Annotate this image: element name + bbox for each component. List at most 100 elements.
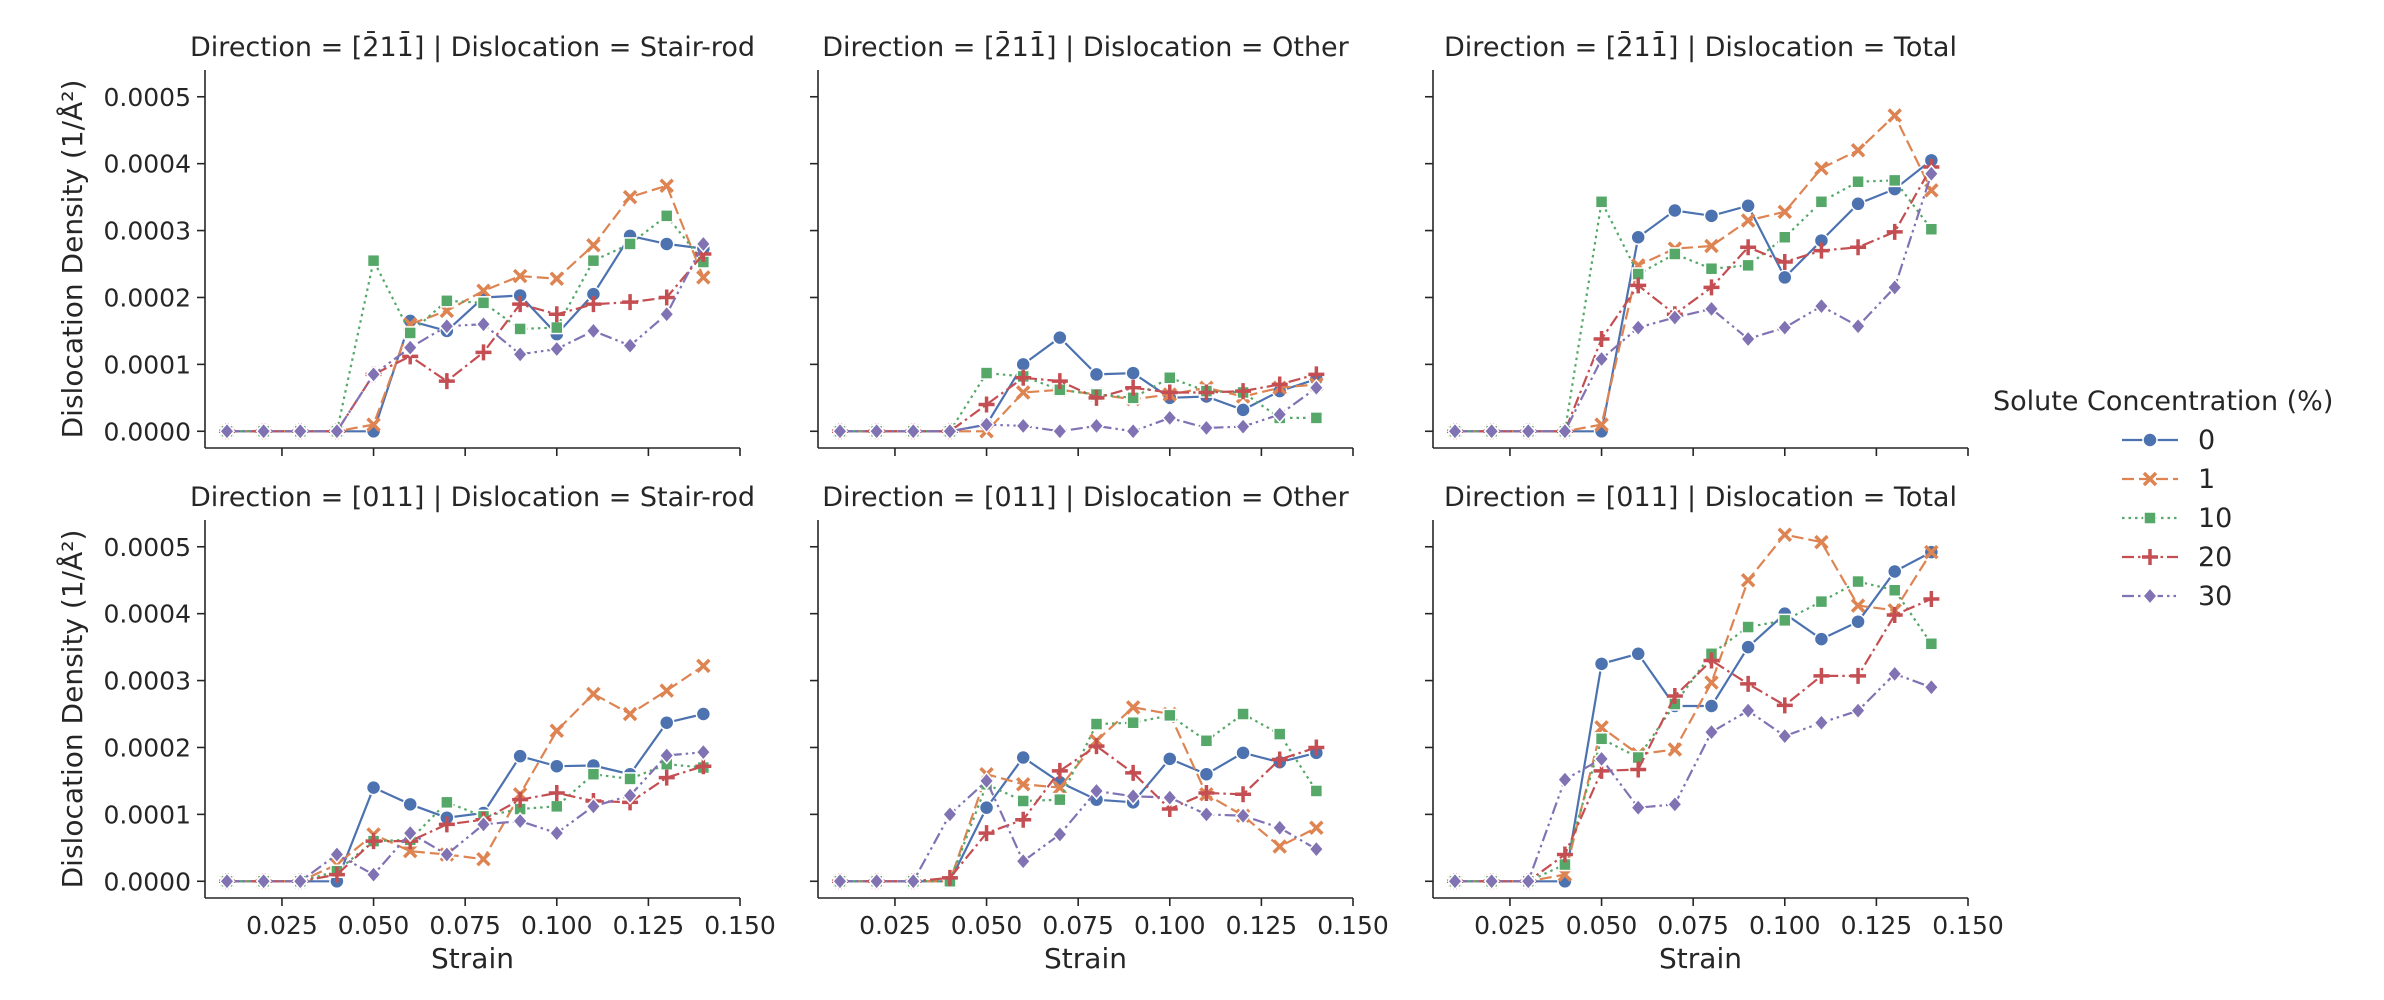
data-point: [1813, 242, 1830, 259]
data-point: [1161, 788, 1178, 807]
series-30: [831, 771, 1325, 891]
data-point: [1886, 664, 1903, 684]
data-point: [658, 746, 675, 765]
data-point: [979, 366, 994, 380]
series-1: [219, 178, 711, 439]
data-point: [1272, 839, 1287, 854]
data-point: [1556, 770, 1573, 789]
y-axis-label: Dislocation Density (1/Å²): [55, 80, 89, 439]
data-point: [1666, 795, 1683, 814]
data-point: [365, 833, 382, 850]
x-tick-label: 0.125: [1841, 911, 1913, 940]
x-tick-label: 0.100: [1134, 911, 1206, 940]
data-point: [1015, 811, 1032, 828]
chart-panel: Direction = [2̄11̄] | Dislocation = Tota…: [1425, 31, 1969, 456]
series-30: [831, 378, 1325, 441]
x-tick-label: 0.150: [1932, 911, 2004, 940]
data-point: [1051, 373, 1068, 390]
data-point: [1740, 198, 1756, 214]
data-point: [622, 706, 638, 722]
data-point: [1235, 786, 1252, 803]
chart-panel: Direction = [011] | Dislocation = Other 0…: [810, 482, 1389, 975]
y-tick-label: 0.0002: [104, 283, 191, 312]
series-line: [227, 664, 705, 883]
data-point: [1740, 239, 1757, 256]
data-point: [1887, 108, 1902, 123]
data-point: [1015, 356, 1031, 373]
legend-label: 10: [2198, 503, 2232, 534]
data-point: [1887, 173, 1902, 188]
data-point: [475, 815, 492, 834]
data-point: [1924, 637, 1939, 651]
data-point: [622, 294, 639, 311]
data-point: [365, 865, 382, 884]
series-1: [1447, 108, 1939, 439]
data-point: [1308, 840, 1325, 859]
data-point: [696, 270, 711, 285]
data-point: [1740, 213, 1756, 228]
series-line: [227, 234, 704, 433]
data-point: [1593, 656, 1610, 672]
data-point: [365, 779, 382, 796]
data-point: [549, 271, 565, 286]
legend-marker: [2142, 549, 2158, 565]
data-point: [1161, 408, 1178, 428]
data-point: [1052, 329, 1068, 346]
data-point: [1446, 422, 1463, 441]
data-point: [696, 658, 711, 674]
panel-title: Direction = [2̄11̄] | Dislocation = Stai…: [190, 31, 755, 63]
data-point: [328, 845, 345, 864]
chart-panel: Direction = [2̄11̄] | Dislocation = Stai…: [55, 31, 755, 456]
data-point: [218, 872, 235, 891]
data-point: [1814, 594, 1829, 609]
data-point: [1740, 572, 1756, 588]
data-point: [292, 422, 309, 441]
data-point: [1051, 825, 1068, 844]
legend-marker: [2142, 432, 2158, 448]
series-30: [1446, 164, 1940, 441]
data-point: [1051, 762, 1068, 779]
data-point: [1593, 749, 1610, 768]
legend-entry: 0: [2122, 425, 2215, 456]
data-point: [585, 296, 602, 313]
data-point: [978, 825, 995, 842]
data-point: [978, 415, 995, 434]
data-point: [622, 189, 638, 205]
series-30: [1446, 664, 1940, 891]
data-point: [1777, 269, 1793, 286]
data-point: [1161, 384, 1178, 401]
data-point: [366, 253, 381, 268]
data-point: [622, 786, 639, 805]
data-point: [1703, 652, 1720, 669]
data-point: [1923, 678, 1940, 697]
data-point: [1483, 872, 1500, 891]
data-point: [1163, 708, 1177, 723]
data-point: [550, 799, 564, 814]
y-tick-label: 0.0000: [104, 867, 191, 896]
data-point: [1813, 667, 1830, 684]
series-line: [1455, 173, 1933, 433]
chart-panel: Direction = [011] | Dislocation = Total 0…: [1425, 482, 2004, 975]
series-30: [218, 234, 712, 441]
data-point: [328, 866, 345, 883]
x-tick-label: 0.075: [1042, 911, 1114, 940]
y-axis-label: Dislocation Density (1/Å²): [55, 530, 89, 889]
panel-title: Direction = [011] | Dislocation = Total: [1444, 482, 1957, 513]
data-point: [218, 422, 235, 441]
y-tick-label: 0.0000: [104, 417, 191, 446]
data-point: [512, 268, 528, 284]
data-point: [255, 422, 272, 441]
panel-title: Direction = [011] | Dislocation = Stair-…: [190, 482, 755, 513]
data-point: [548, 306, 565, 323]
data-point: [585, 321, 602, 341]
data-point: [1813, 297, 1830, 316]
legend-entry: 30: [2122, 581, 2232, 612]
data-point: [1741, 258, 1755, 273]
data-point: [1520, 422, 1537, 441]
chart-panels: Direction = [2̄11̄] | Dislocation = Stai…: [55, 31, 2004, 975]
data-point: [1777, 527, 1793, 542]
data-point: [978, 771, 995, 791]
legend-label: 0: [2198, 425, 2215, 456]
chart-panel: Direction = [011] | Dislocation = Stair-…: [55, 482, 776, 975]
data-point: [438, 373, 455, 390]
